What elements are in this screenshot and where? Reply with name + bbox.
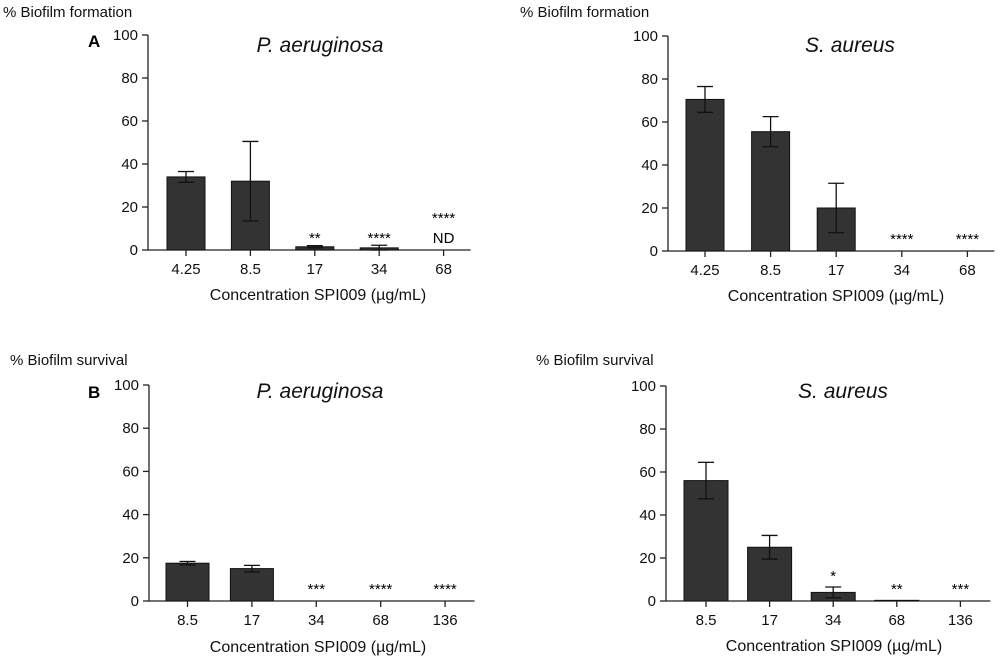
bar-8.5 xyxy=(683,480,729,602)
x-tick-label: 8.5 xyxy=(760,262,781,279)
x-tick-label: 136 xyxy=(433,612,458,629)
x-tick-label: 34 xyxy=(825,612,842,629)
y-tick-label: 0 xyxy=(131,593,139,610)
y-tick-label: 0 xyxy=(650,243,658,260)
y-tick-label: 40 xyxy=(121,156,138,173)
significance-label: **** xyxy=(956,231,980,248)
x-tick-label: 8.5 xyxy=(240,261,261,278)
y-tick-label: 80 xyxy=(639,421,656,438)
x-tick-label: 68 xyxy=(372,612,389,629)
x-tick-label: 68 xyxy=(435,261,452,278)
x-tick-label: 17 xyxy=(828,262,845,279)
bar-17 xyxy=(229,568,274,602)
significance-label: **** xyxy=(432,210,456,227)
y-axis-label: % Biofilm formation xyxy=(3,4,132,21)
significance-label: **** xyxy=(890,231,914,248)
y-tick-label: 60 xyxy=(641,114,658,131)
y-tick-label: 80 xyxy=(121,70,138,87)
panel-letter: B xyxy=(88,383,100,402)
x-tick-label: 34 xyxy=(308,612,325,629)
bar-4.25 xyxy=(685,98,725,252)
y-tick-label: 80 xyxy=(641,71,658,88)
y-tick-label: 40 xyxy=(122,507,139,524)
x-tick-label: 17 xyxy=(306,261,323,278)
significance-label: **** xyxy=(369,581,393,598)
bar-8.5 xyxy=(165,562,210,602)
y-tick-label: 0 xyxy=(130,242,138,259)
y-tick-label: 20 xyxy=(639,550,656,567)
y-tick-label: 20 xyxy=(121,199,138,216)
y-tick-label: 20 xyxy=(122,550,139,567)
x-tick-label: 17 xyxy=(244,612,261,629)
y-tick-label: 60 xyxy=(639,464,656,481)
significance-label: *** xyxy=(308,581,326,598)
x-axis-label: Concentration SPI009 (µg/mL) xyxy=(728,288,944,305)
chart-panel-4: 0 20 40 60 80 100 8.5 17 34 * 68 ** 136 *** S. aureus%… xyxy=(536,352,991,655)
x-tick-label: 68 xyxy=(959,262,976,279)
chart-title: S. aureus xyxy=(798,380,888,403)
bar-8.5 xyxy=(751,131,791,252)
y-tick-label: 40 xyxy=(639,507,656,524)
bar-68 xyxy=(874,599,920,602)
bar-4.25 xyxy=(166,176,206,251)
significance-label: *** xyxy=(952,581,970,598)
significance-label: **** xyxy=(368,230,392,247)
chart-panel-1: 0 20 40 60 80 100 4.25 8.5 17 ** 34 **** 68 **** ND P. … xyxy=(3,4,471,304)
x-axis-label: Concentration SPI009 (µg/mL) xyxy=(210,287,426,304)
chart-title: P. aeruginosa xyxy=(257,380,384,403)
x-tick-label: 4.25 xyxy=(171,261,200,278)
y-axis-label: % Biofilm formation xyxy=(520,4,649,21)
chart-panel-2: 0 20 40 60 80 100 4.25 8.5 17 34 **** 68 **** S. aure… xyxy=(520,4,995,305)
x-tick-label: 8.5 xyxy=(177,612,198,629)
x-tick-label: 8.5 xyxy=(696,612,717,629)
significance-label: ND xyxy=(433,230,455,247)
x-tick-label: 34 xyxy=(893,262,910,279)
y-tick-label: 60 xyxy=(121,113,138,130)
y-axis-label: % Biofilm survival xyxy=(10,352,128,369)
y-tick-label: 100 xyxy=(633,28,658,45)
x-tick-label: 68 xyxy=(888,612,905,629)
x-tick-label: 136 xyxy=(948,612,973,629)
y-tick-label: 100 xyxy=(113,27,138,44)
x-tick-label: 17 xyxy=(761,612,778,629)
x-axis-label: Concentration SPI009 (µg/mL) xyxy=(726,638,942,655)
y-tick-label: 100 xyxy=(114,377,139,394)
chart-title: P. aeruginosa xyxy=(257,34,384,57)
y-tick-label: 0 xyxy=(648,593,656,610)
panel-letter: A xyxy=(88,32,100,51)
x-tick-label: 34 xyxy=(371,261,388,278)
y-tick-label: 60 xyxy=(122,463,139,480)
x-tick-label: 4.25 xyxy=(690,262,719,279)
x-axis-label: Concentration SPI009 (µg/mL) xyxy=(210,639,426,656)
significance-label: ** xyxy=(891,581,903,598)
significance-label: * xyxy=(830,568,836,585)
y-tick-label: 80 xyxy=(122,420,139,437)
significance-label: **** xyxy=(433,581,457,598)
chart-panel-3: 0 20 40 60 80 100 8.5 17 34 *** 68 **** 136 **** P. ae… xyxy=(10,352,475,656)
chart-title: S. aureus xyxy=(805,34,895,57)
y-tick-label: 20 xyxy=(641,200,658,217)
significance-label: ** xyxy=(309,230,321,247)
y-tick-label: 40 xyxy=(641,157,658,174)
y-tick-label: 100 xyxy=(631,378,656,395)
y-axis-label: % Biofilm survival xyxy=(536,352,654,369)
